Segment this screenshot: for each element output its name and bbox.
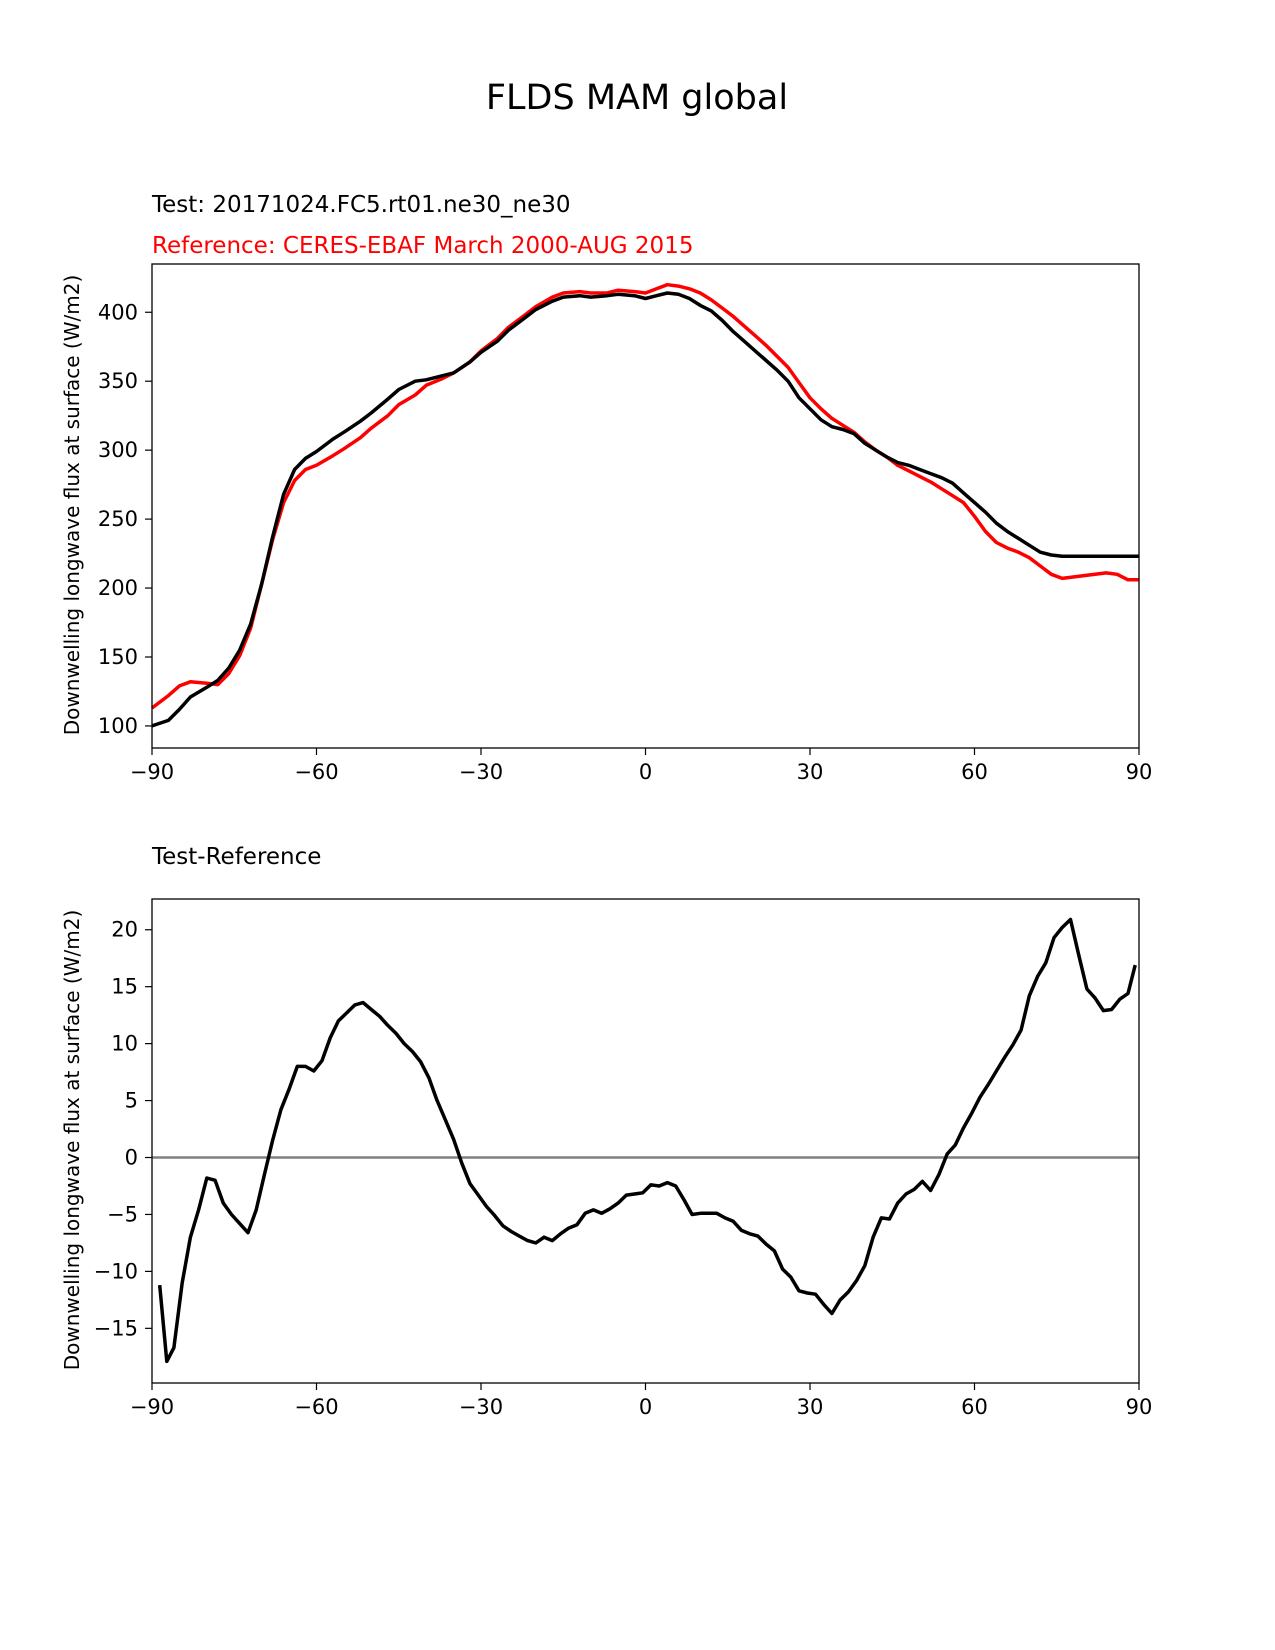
top-series-lines — [150, 282, 1139, 728]
bottom-ytick-label: 15 — [111, 975, 138, 999]
bottom-xtick-label: −30 — [459, 1395, 503, 1419]
bottom-ytick-label: 20 — [111, 918, 138, 942]
top-xtick-label: −60 — [294, 760, 338, 784]
top-test-line — [151, 291, 1139, 728]
bottom-series-lines — [152, 917, 1139, 1364]
bottom-xtick-label: 0 — [639, 1395, 652, 1419]
bottom-xtick-label: 60 — [961, 1395, 988, 1419]
bottom-panel: Test-Reference Downwelling longwave flux… — [60, 844, 1152, 1419]
reference-label: Reference: CERES-EBAF March 2000-AUG 201… — [152, 233, 693, 259]
top-ytick-label: 250 — [98, 507, 138, 531]
bottom-xtick-label: −60 — [294, 1395, 338, 1419]
bottom-ytick-label: 5 — [125, 1089, 138, 1113]
top-axes-ticks: −90 −60 −30 0 30 60 90 100 150 200 250 300 350 400 — [98, 300, 1152, 784]
bottom-axes-frame — [151, 898, 1140, 1384]
bottom-xtick-label: −90 — [130, 1395, 174, 1419]
top-ytick-label: 350 — [98, 369, 138, 393]
top-ytick-label: 100 — [98, 714, 138, 738]
difference-label: Test-Reference — [151, 844, 321, 870]
bottom-test-minus-reference-line — [157, 917, 1137, 1364]
top-xtick-label: 90 — [1126, 760, 1153, 784]
bottom-ytick-label: −5 — [107, 1202, 138, 1226]
top-panel: Test: 20171024.FC5.rt01.ne30_ne30 Refere… — [60, 192, 1152, 784]
test-label: Test: 20171024.FC5.rt01.ne30_ne30 — [151, 192, 571, 218]
bottom-ytick-label: −10 — [94, 1259, 138, 1283]
top-xtick-label: −30 — [459, 760, 503, 784]
top-xtick-label: −90 — [130, 760, 174, 784]
bottom-xtick-label: 30 — [797, 1395, 824, 1419]
top-ytick-label: 150 — [98, 645, 138, 669]
bottom-axes-ticks: −90 −60 −30 0 30 60 90 −15 −10 −5 0 5 10 15 20 — [94, 918, 1153, 1419]
bottom-ytick-label: 10 — [111, 1032, 138, 1056]
bottom-ylabel: Downwelling longwave flux at surface (W/… — [60, 910, 84, 1371]
top-ytick-label: 200 — [98, 576, 138, 600]
figure-title: FLDS MAM global — [486, 78, 788, 118]
top-ytick-label: 300 — [98, 438, 138, 462]
top-ytick-label: 400 — [98, 300, 138, 324]
top-xtick-label: 60 — [961, 760, 988, 784]
bottom-ytick-label: −15 — [94, 1316, 138, 1340]
top-xtick-label: 0 — [639, 760, 652, 784]
bottom-xtick-label: 90 — [1126, 1395, 1153, 1419]
bottom-ytick-label: 0 — [125, 1146, 138, 1170]
top-ylabel: Downwelling longwave flux at surface (W/… — [60, 275, 84, 736]
top-reference-line — [150, 282, 1139, 710]
top-xtick-label: 30 — [797, 760, 824, 784]
top-axes-frame — [151, 263, 1140, 749]
